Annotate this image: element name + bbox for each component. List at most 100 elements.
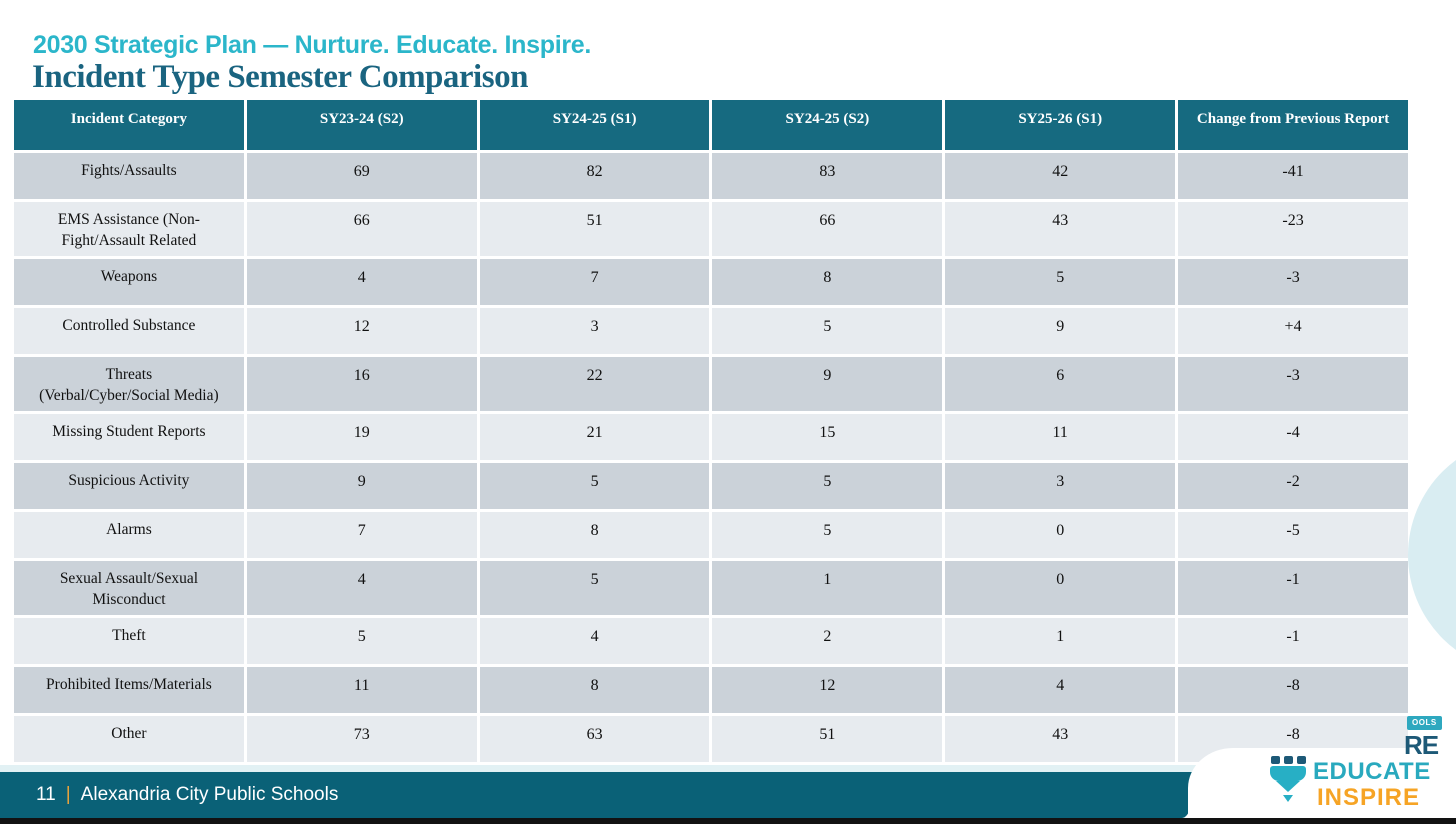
- value-cell: 7: [246, 511, 477, 558]
- change-cell: -4: [1178, 413, 1408, 460]
- table-row: Theft 5 4 2 1 -1: [14, 617, 1408, 664]
- value-cell: 4: [246, 258, 477, 305]
- value-cell: 19: [246, 413, 477, 460]
- value-cell: 66: [712, 202, 943, 256]
- logo-badge-fragment: OOLS: [1407, 716, 1442, 730]
- value-cell: 5: [479, 560, 710, 615]
- change-cell: -3: [1178, 356, 1408, 411]
- table-row: Prohibited Items/Materials 11 8 12 4 -8: [14, 666, 1408, 713]
- logo-inspire-text: INSPIRE: [1317, 784, 1421, 811]
- table-row: Other 73 63 51 43 -8: [14, 715, 1408, 762]
- value-cell: 63: [479, 715, 710, 762]
- change-cell: -2: [1178, 462, 1408, 509]
- value-cell: 66: [246, 202, 477, 256]
- value-cell: 1: [945, 617, 1176, 664]
- column-header-category: Incident Category: [14, 100, 244, 150]
- value-cell: 4: [945, 666, 1176, 713]
- acps-logo: OOLS RE EDUCATE INSPIRE: [1180, 700, 1456, 820]
- category-cell: Theft: [14, 617, 244, 664]
- value-cell: 43: [945, 202, 1176, 256]
- column-header-sy24-25-s2: SY24-25 (S2): [712, 100, 943, 150]
- value-cell: 7: [479, 258, 710, 305]
- table-row: Controlled Substance 12 3 5 9 +4: [14, 307, 1408, 354]
- footer-corner-cutout: [1188, 748, 1456, 818]
- value-cell: 9: [712, 356, 943, 411]
- value-cell: 4: [479, 617, 710, 664]
- value-cell: 69: [246, 153, 477, 199]
- footer-separator: |: [65, 784, 71, 805]
- pencil-icon: [1268, 756, 1308, 802]
- column-header-sy25-26-s1: SY25-26 (S1): [945, 100, 1176, 150]
- value-cell: 16: [246, 356, 477, 411]
- column-header-sy23-24-s2: SY23-24 (S2): [246, 100, 477, 150]
- table-row: Sexual Assault/Sexual Misconduct 4 5 1 0…: [14, 560, 1408, 615]
- value-cell: 5: [479, 462, 710, 509]
- value-cell: 2: [712, 617, 943, 664]
- value-cell: 22: [479, 356, 710, 411]
- value-cell: 8: [712, 258, 943, 305]
- footer-org-name: Alexandria City Public Schools: [80, 784, 339, 805]
- category-cell: Prohibited Items/Materials: [14, 666, 244, 713]
- category-cell: EMS Assistance (Non- Fight/Assault Relat…: [14, 202, 244, 256]
- change-cell: -8: [1178, 666, 1408, 713]
- decorative-arc: [1408, 437, 1456, 673]
- value-cell: 8: [479, 511, 710, 558]
- column-header-change: Change from Previous Report: [1178, 100, 1408, 150]
- value-cell: 0: [945, 511, 1176, 558]
- category-cell: Alarms: [14, 511, 244, 558]
- value-cell: 5: [945, 258, 1176, 305]
- value-cell: 5: [712, 511, 943, 558]
- category-cell: Sexual Assault/Sexual Misconduct: [14, 560, 244, 615]
- change-cell: -1: [1178, 617, 1408, 664]
- value-cell: 43: [945, 715, 1176, 762]
- category-cell: Controlled Substance: [14, 307, 244, 354]
- value-cell: 3: [945, 462, 1176, 509]
- value-cell: 15: [712, 413, 943, 460]
- table-row: Weapons 4 7 8 5 -3: [14, 258, 1408, 305]
- value-cell: 8: [479, 666, 710, 713]
- incident-table: Incident Category SY23-24 (S2) SY24-25 (…: [11, 97, 1411, 765]
- table-row: Missing Student Reports 19 21 15 11 -4: [14, 413, 1408, 460]
- category-cell: Other: [14, 715, 244, 762]
- value-cell: 4: [246, 560, 477, 615]
- value-cell: 83: [712, 153, 943, 199]
- category-cell: Fights/Assaults: [14, 153, 244, 199]
- category-cell: Suspicious Activity: [14, 462, 244, 509]
- table-row: Suspicious Activity 9 5 5 3 -2: [14, 462, 1408, 509]
- category-cell: Weapons: [14, 258, 244, 305]
- value-cell: 51: [712, 715, 943, 762]
- page-number: 11: [36, 784, 56, 805]
- value-cell: 6: [945, 356, 1176, 411]
- value-cell: 12: [712, 666, 943, 713]
- change-cell: -41: [1178, 153, 1408, 199]
- footer-bar: 11 | Alexandria City Public Schools: [0, 772, 1196, 818]
- footer-highlight-strip: [0, 765, 1198, 773]
- change-cell: -3: [1178, 258, 1408, 305]
- bottom-black-strip: [0, 818, 1456, 824]
- change-cell: -5: [1178, 511, 1408, 558]
- value-cell: 82: [479, 153, 710, 199]
- value-cell: 3: [479, 307, 710, 354]
- value-cell: 5: [712, 462, 943, 509]
- change-cell: -1: [1178, 560, 1408, 615]
- value-cell: 12: [246, 307, 477, 354]
- value-cell: 51: [479, 202, 710, 256]
- value-cell: 5: [246, 617, 477, 664]
- column-header-sy24-25-s1: SY24-25 (S1): [479, 100, 710, 150]
- value-cell: 0: [945, 560, 1176, 615]
- change-cell: +4: [1178, 307, 1408, 354]
- value-cell: 9: [945, 307, 1176, 354]
- value-cell: 73: [246, 715, 477, 762]
- value-cell: 9: [246, 462, 477, 509]
- logo-educate-text: EDUCATE: [1313, 758, 1431, 785]
- table-row: Fights/Assaults 69 82 83 42 -41: [14, 153, 1408, 199]
- value-cell: 11: [246, 666, 477, 713]
- value-cell: 5: [712, 307, 943, 354]
- category-cell: Missing Student Reports: [14, 413, 244, 460]
- value-cell: 1: [712, 560, 943, 615]
- table-header-row: Incident Category SY23-24 (S2) SY24-25 (…: [14, 100, 1408, 150]
- logo-nurture-fragment: RE: [1404, 730, 1439, 760]
- table-row: Threats (Verbal/Cyber/Social Media) 16 2…: [14, 356, 1408, 411]
- value-cell: 21: [479, 413, 710, 460]
